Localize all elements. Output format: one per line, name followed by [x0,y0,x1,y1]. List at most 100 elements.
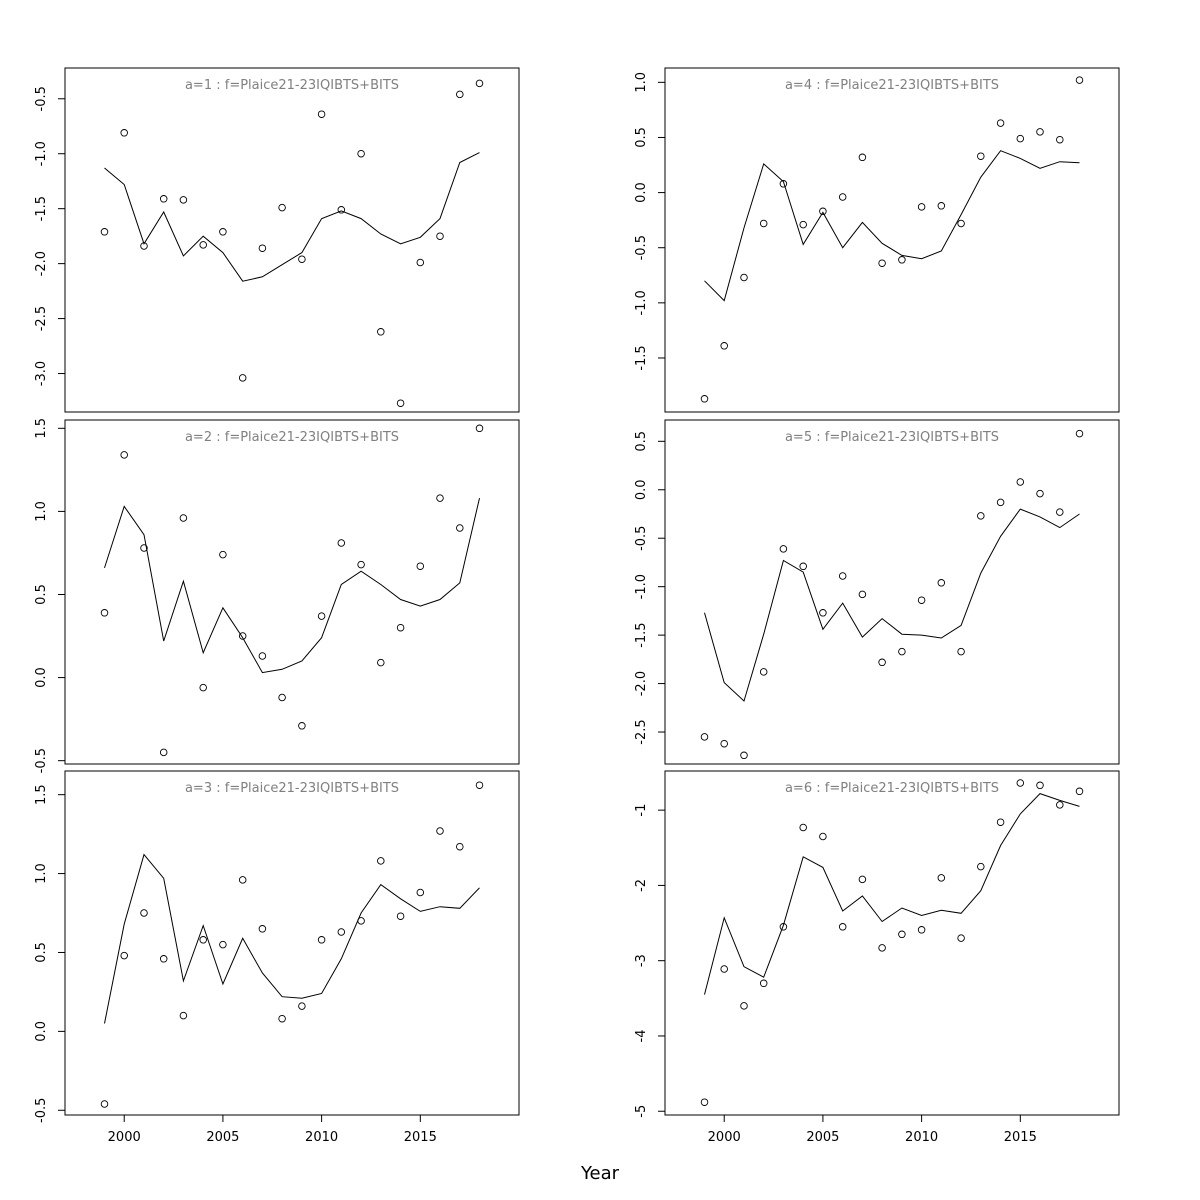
plot-frame [64,67,520,413]
y-tick-label: -3 [634,954,649,967]
data-point [759,219,768,228]
data-point [258,925,267,933]
data-point [977,152,985,160]
data-point [396,623,405,632]
data-point [779,923,788,931]
y-tick-label: 1.5 [34,418,49,439]
data-point [700,395,709,403]
data-point [456,842,464,851]
y-tick-label: 1.0 [34,501,49,522]
y-tick-label: -0.5 [634,526,649,551]
data-point [720,965,728,973]
x-tick-label: 2015 [1004,1130,1037,1145]
data-point [799,220,807,229]
data-point [740,273,748,282]
data-point [838,572,847,580]
data-point [1016,134,1025,143]
data-point [238,632,247,640]
data-point [1056,135,1064,144]
data-point [937,202,946,210]
y-tick-label: 1.0 [34,863,49,884]
fitted-line [104,152,480,282]
plot-frame [64,419,520,765]
x-tick-label: 2000 [708,1130,741,1145]
data-point [337,539,346,547]
y-tick-label: -1.5 [34,196,49,221]
y-tick-label: 0.0 [34,667,49,688]
data-point [898,647,906,656]
data-point [278,1014,286,1023]
data-point [416,258,425,267]
y-tick-label: -4 [634,1029,649,1042]
y-tick-label: -5 [634,1105,649,1118]
data-point [337,928,346,936]
data-point [779,180,788,188]
data-point [238,876,247,884]
data-point [396,912,405,920]
panel-3: a=3 : f=Plaice21-23IQIBTS+BITS -0.5 0.0 0.5… [34,770,520,1145]
data-point [957,934,965,942]
y-tick-label: -2 [634,879,649,892]
panel-4: a=4 : f=Plaice21-23IQIBTS+BITS -1.5 -1.0 -0… [634,67,1120,413]
data-point [917,203,926,211]
data-point [957,647,965,656]
y-tick-label: 0.5 [634,127,649,148]
data-point [278,693,286,702]
panel-title: a=4 : f=Plaice21-23IQIBTS+BITS [785,78,999,93]
data-point [838,193,847,201]
data-point [858,153,867,162]
data-point [258,652,267,660]
data-point [819,207,827,216]
data-point [159,195,168,203]
data-point [977,862,985,871]
data-point [740,751,748,760]
panel-1: a=1 : f=Plaice21-23IQIBTS+BITS -3.0 -2.5 -2… [34,67,520,413]
fitted-line [704,150,1080,302]
y-tick-label: 0.0 [34,1021,49,1042]
data-point [298,255,306,263]
plot-frame [664,419,1120,765]
y-tick-label: -1.5 [634,622,649,647]
data-point [298,1002,306,1010]
data-point [799,562,807,571]
data-point [1016,779,1025,787]
data-point [317,612,326,620]
y-tick-label: 0.0 [634,479,649,500]
data-point [475,781,484,789]
x-tick-label: 2010 [305,1130,338,1145]
data-point [996,119,1005,127]
data-point [898,930,906,939]
data-point [120,951,128,960]
data-point [377,857,385,865]
data-point [898,256,906,264]
data-point [1036,781,1044,790]
data-point [819,832,827,841]
data-point [917,926,926,934]
y-tick-label: 0.5 [34,942,49,963]
y-tick-label: 0.5 [34,584,49,605]
y-tick-label: -1 [634,804,649,817]
plot-frame [664,770,1120,1116]
plot-frame [64,770,520,1116]
data-point [278,203,286,212]
data-point [1075,76,1084,84]
fitted-line [704,508,1080,702]
y-tick-label: -2.5 [34,306,49,331]
x-tick-label: 2015 [404,1130,437,1145]
data-point [377,658,385,667]
panel-title: a=3 : f=Plaice21-23IQIBTS+BITS [185,781,399,796]
y-tick-label: 0.0 [634,182,649,203]
y-tick-label: -0.5 [34,86,49,111]
y-tick-label: -2.0 [634,671,649,696]
y-tick-label: -0.5 [34,1098,49,1123]
data-point [140,242,148,250]
data-point [317,110,326,118]
x-tick-label: 2010 [905,1130,938,1145]
data-point [416,888,425,897]
x-tick-label: 2000 [108,1130,141,1145]
data-point [779,545,788,553]
data-point [475,424,484,433]
data-point [159,748,168,757]
data-point [977,512,985,520]
